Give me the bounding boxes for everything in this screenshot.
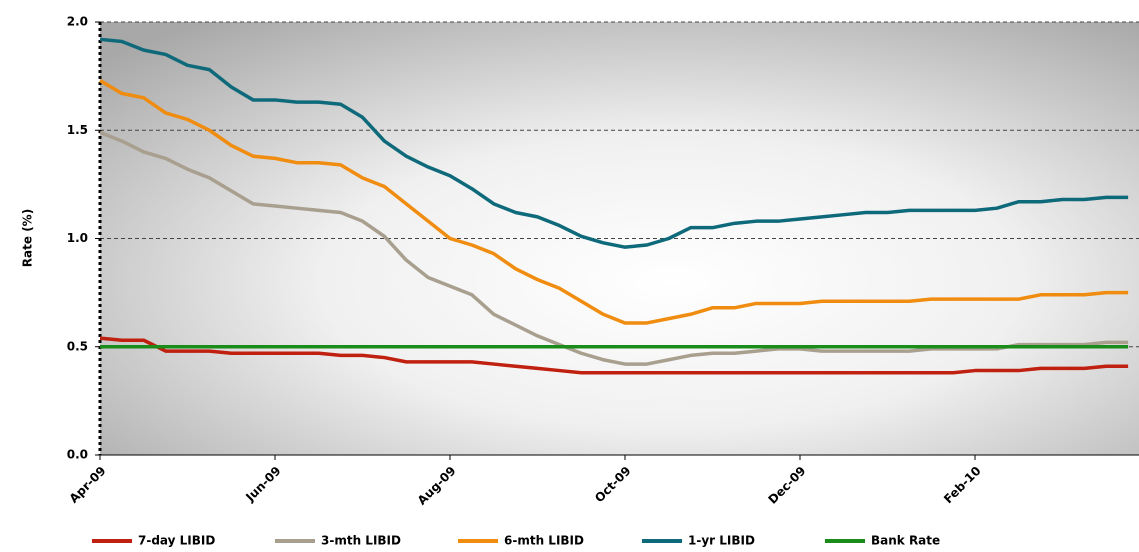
y-tick-label: 2.0 [67, 15, 88, 29]
y-tick-label: 0.0 [67, 448, 88, 462]
x-tick-label: Oct-09 [592, 464, 634, 506]
y-tick-label: 1.5 [67, 123, 88, 137]
legend-label: 3-mth LIBID [321, 534, 401, 548]
legend-label: Bank Rate [871, 534, 940, 548]
legend-label: 1-yr LIBID [688, 534, 755, 548]
y-tick-label: 0.5 [67, 339, 88, 353]
x-tick-label: Apr-09 [67, 464, 109, 506]
x-tick-label: Aug-09 [415, 464, 459, 508]
x-tick-label: Feb-10 [941, 464, 984, 507]
legend-label: 6-mth LIBID [504, 534, 584, 548]
series-line [99, 130, 1129, 366]
legend-label: 7-day LIBID [138, 534, 215, 548]
x-tick-label: Jun-09 [242, 464, 283, 505]
series-line [99, 336, 1129, 375]
y-axis-label: Rate (%) [21, 209, 35, 267]
series-line [99, 37, 1129, 249]
x-tick-label: Dec-09 [766, 464, 809, 507]
y-tick-label: 1.0 [67, 231, 88, 245]
series-line [99, 78, 1129, 325]
